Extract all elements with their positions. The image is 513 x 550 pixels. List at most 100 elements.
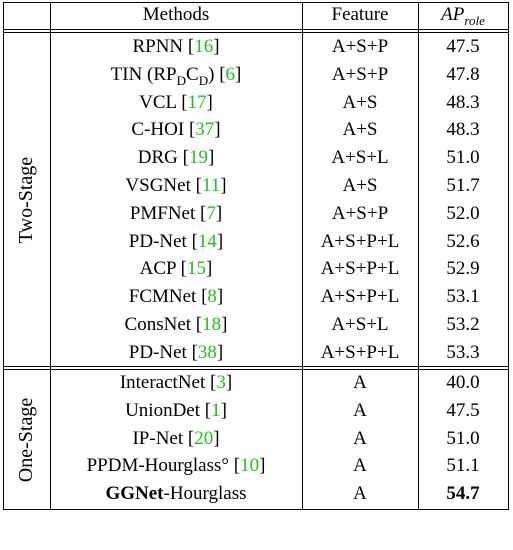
- group-rule-2: [3, 369, 508, 370]
- ap-cell: 47.8: [446, 63, 480, 85]
- method-name: FCMNet [8]: [128, 286, 224, 308]
- feature-cell: A+S+P: [331, 36, 389, 57]
- citation-link[interactable]: 37: [195, 119, 215, 141]
- citation-link[interactable]: 6: [225, 63, 236, 85]
- citation-link[interactable]: 20: [194, 427, 214, 449]
- method-bold-text: GGNet: [105, 483, 164, 505]
- ap-cell: 54.7: [446, 483, 480, 505]
- method-name: PD-Net [14]: [128, 230, 224, 252]
- feature-cell: A+S: [342, 175, 378, 196]
- citation-link[interactable]: 16: [194, 36, 214, 57]
- ap-cell: 52.0: [446, 202, 480, 224]
- feature-cell: A: [353, 455, 367, 477]
- ap-cell: 51.1: [446, 455, 480, 477]
- method-text: PD-Net: [128, 230, 187, 252]
- ap-cell: 53.1: [446, 286, 480, 308]
- feature-divider: [418, 2, 419, 510]
- header-ap-sub: role: [464, 12, 485, 28]
- ap-cell: 47.5: [446, 399, 480, 421]
- method-text: ): [208, 63, 215, 85]
- group-label-two-stage: Two-Stage: [15, 156, 37, 244]
- method-text: FCMNet: [128, 286, 197, 308]
- feature-cell: A+S+P+L: [320, 341, 400, 363]
- method-text: DRG: [137, 147, 178, 169]
- citation-link[interactable]: 38: [197, 341, 217, 363]
- header-methods: Methods: [142, 4, 210, 25]
- feature-cell: A+S: [342, 119, 378, 141]
- method-name: UnionDet [1]: [125, 399, 227, 421]
- citation-link[interactable]: 11: [201, 175, 221, 196]
- ap-cell: 53.3: [446, 341, 480, 363]
- right-border: [508, 2, 509, 510]
- method-name: VCL [17]: [139, 91, 213, 113]
- method-subscript: D: [176, 72, 187, 88]
- citation-link[interactable]: 7: [206, 202, 216, 224]
- method-name: PMFNet [7]: [129, 202, 223, 224]
- method-name: PPDM-Hourglass° [10]: [86, 455, 266, 477]
- bottom-rule: [3, 509, 508, 510]
- feature-cell: A+S+L: [331, 147, 389, 169]
- method-name: VSGNet [11]: [125, 175, 227, 196]
- citation-link[interactable]: 19: [188, 147, 208, 169]
- header-ap-base: AP: [441, 4, 465, 25]
- ap-cell: 48.3: [446, 91, 480, 113]
- feature-cell: A+S: [342, 91, 378, 113]
- group-rule: [3, 366, 508, 367]
- method-name: C-HOI [37]: [131, 119, 221, 141]
- method-name: InteractNet [3]: [119, 372, 233, 393]
- method-text: ConsNet: [124, 314, 192, 335]
- method-text: PMFNet: [129, 202, 196, 224]
- citation-link[interactable]: 15: [187, 258, 206, 280]
- citation-link[interactable]: 18: [202, 314, 222, 335]
- citation-link[interactable]: 8: [207, 286, 217, 308]
- citation-link[interactable]: 10: [240, 455, 260, 477]
- method-text: RPNN: [132, 36, 184, 57]
- ap-cell: 51.0: [446, 147, 480, 169]
- method-name: GGNet-Hourglass: [56, 481, 296, 507]
- header-feature: Feature: [331, 4, 389, 25]
- header-ap: AProle: [418, 2, 508, 28]
- method-text: C: [186, 63, 199, 85]
- method-text: C-HOI: [131, 119, 185, 141]
- ap-cell: 48.3: [446, 119, 480, 141]
- method-name: TIN (RPDCD) [6]: [110, 63, 242, 88]
- ap-cell: 47.5: [446, 36, 480, 57]
- ap-cell: 51.7: [446, 175, 480, 196]
- ap-cell: 53.2: [446, 314, 480, 335]
- method-text: VSGNet: [125, 175, 191, 196]
- ap-cell: 40.0: [446, 372, 480, 393]
- feature-cell: A+S+P+L: [320, 230, 400, 252]
- citation-link[interactable]: 14: [197, 230, 217, 252]
- feature-cell: A+S+P+L: [320, 258, 400, 280]
- header-rule: [3, 29, 508, 30]
- method-name: DRG [19]: [137, 147, 215, 169]
- citation-link[interactable]: 1: [211, 399, 221, 421]
- method-text: -Hourglass: [163, 483, 247, 505]
- top-rule: [3, 2, 508, 3]
- method-name: RPNN [16]: [132, 36, 220, 57]
- method-text: PD-Net: [128, 341, 187, 363]
- feature-cell: A: [353, 399, 367, 421]
- method-text: ACP: [139, 258, 176, 280]
- method-name: ConsNet [18]: [124, 314, 228, 335]
- method-subscript: D: [198, 72, 209, 88]
- method-text: VCL: [139, 91, 177, 113]
- citation-link[interactable]: 3: [216, 372, 226, 393]
- feature-cell: A: [353, 483, 367, 505]
- methods-divider: [302, 2, 303, 510]
- feature-cell: A+S+L: [331, 314, 389, 335]
- header-rule-2: [3, 32, 508, 33]
- group-label-one-stage: One-Stage: [15, 397, 37, 483]
- feature-cell: A: [353, 372, 367, 393]
- left-border: [3, 2, 4, 510]
- ap-cell: 51.0: [446, 427, 480, 449]
- method-text: TIN (RP: [110, 63, 177, 85]
- method-name: IP-Net [20]: [132, 427, 220, 449]
- feature-cell: A+S+P+L: [320, 286, 400, 308]
- feature-cell: A: [353, 427, 367, 449]
- ap-cell: 52.9: [446, 258, 480, 280]
- method-name: ACP [15]: [139, 258, 213, 280]
- citation-link[interactable]: 17: [187, 91, 207, 113]
- feature-cell: A+S+P: [331, 202, 389, 224]
- method-text: InteractNet: [119, 372, 206, 393]
